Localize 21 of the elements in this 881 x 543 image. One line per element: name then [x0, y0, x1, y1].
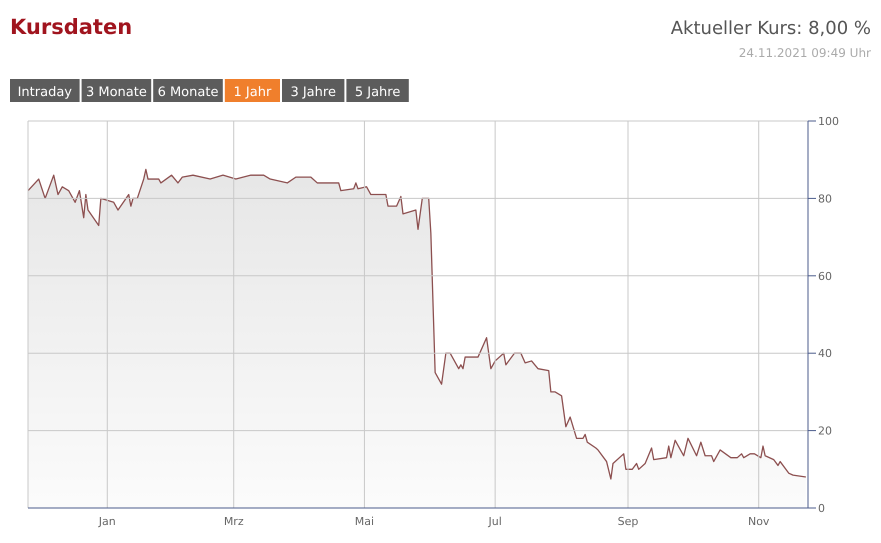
text: Intraday — [18, 85, 72, 100]
x-tick-label: Jan — [98, 515, 116, 528]
x-tick-label: Mrz — [224, 515, 244, 528]
text: 5 Jahre — [354, 85, 400, 100]
x-tick-label: Jul — [488, 515, 502, 528]
chart-subtitle: Aktueller Kurs: 8,00 % — [670, 18, 871, 39]
x-tick-label: Sep — [618, 515, 638, 528]
text: 1 Jahr — [234, 85, 272, 100]
y-tick-label: 100 — [818, 115, 839, 128]
text: 3 Jahre — [290, 85, 336, 100]
y-tick-label: 60 — [818, 270, 832, 283]
y-tick-label: 80 — [818, 192, 832, 206]
text: 24.11.2021 09:49 Uhr — [738, 46, 872, 60]
text: 6 Monate — [158, 85, 218, 100]
x-tick-label: Mai — [354, 515, 374, 528]
x-tick-label: Nov — [748, 515, 770, 528]
y-tick-label: 40 — [818, 347, 832, 360]
text: 3 Monate — [86, 85, 147, 100]
chart-title: Kursdaten — [10, 15, 132, 39]
y-tick-label: 20 — [818, 424, 832, 438]
y-tick-label: 0 — [818, 502, 825, 515]
